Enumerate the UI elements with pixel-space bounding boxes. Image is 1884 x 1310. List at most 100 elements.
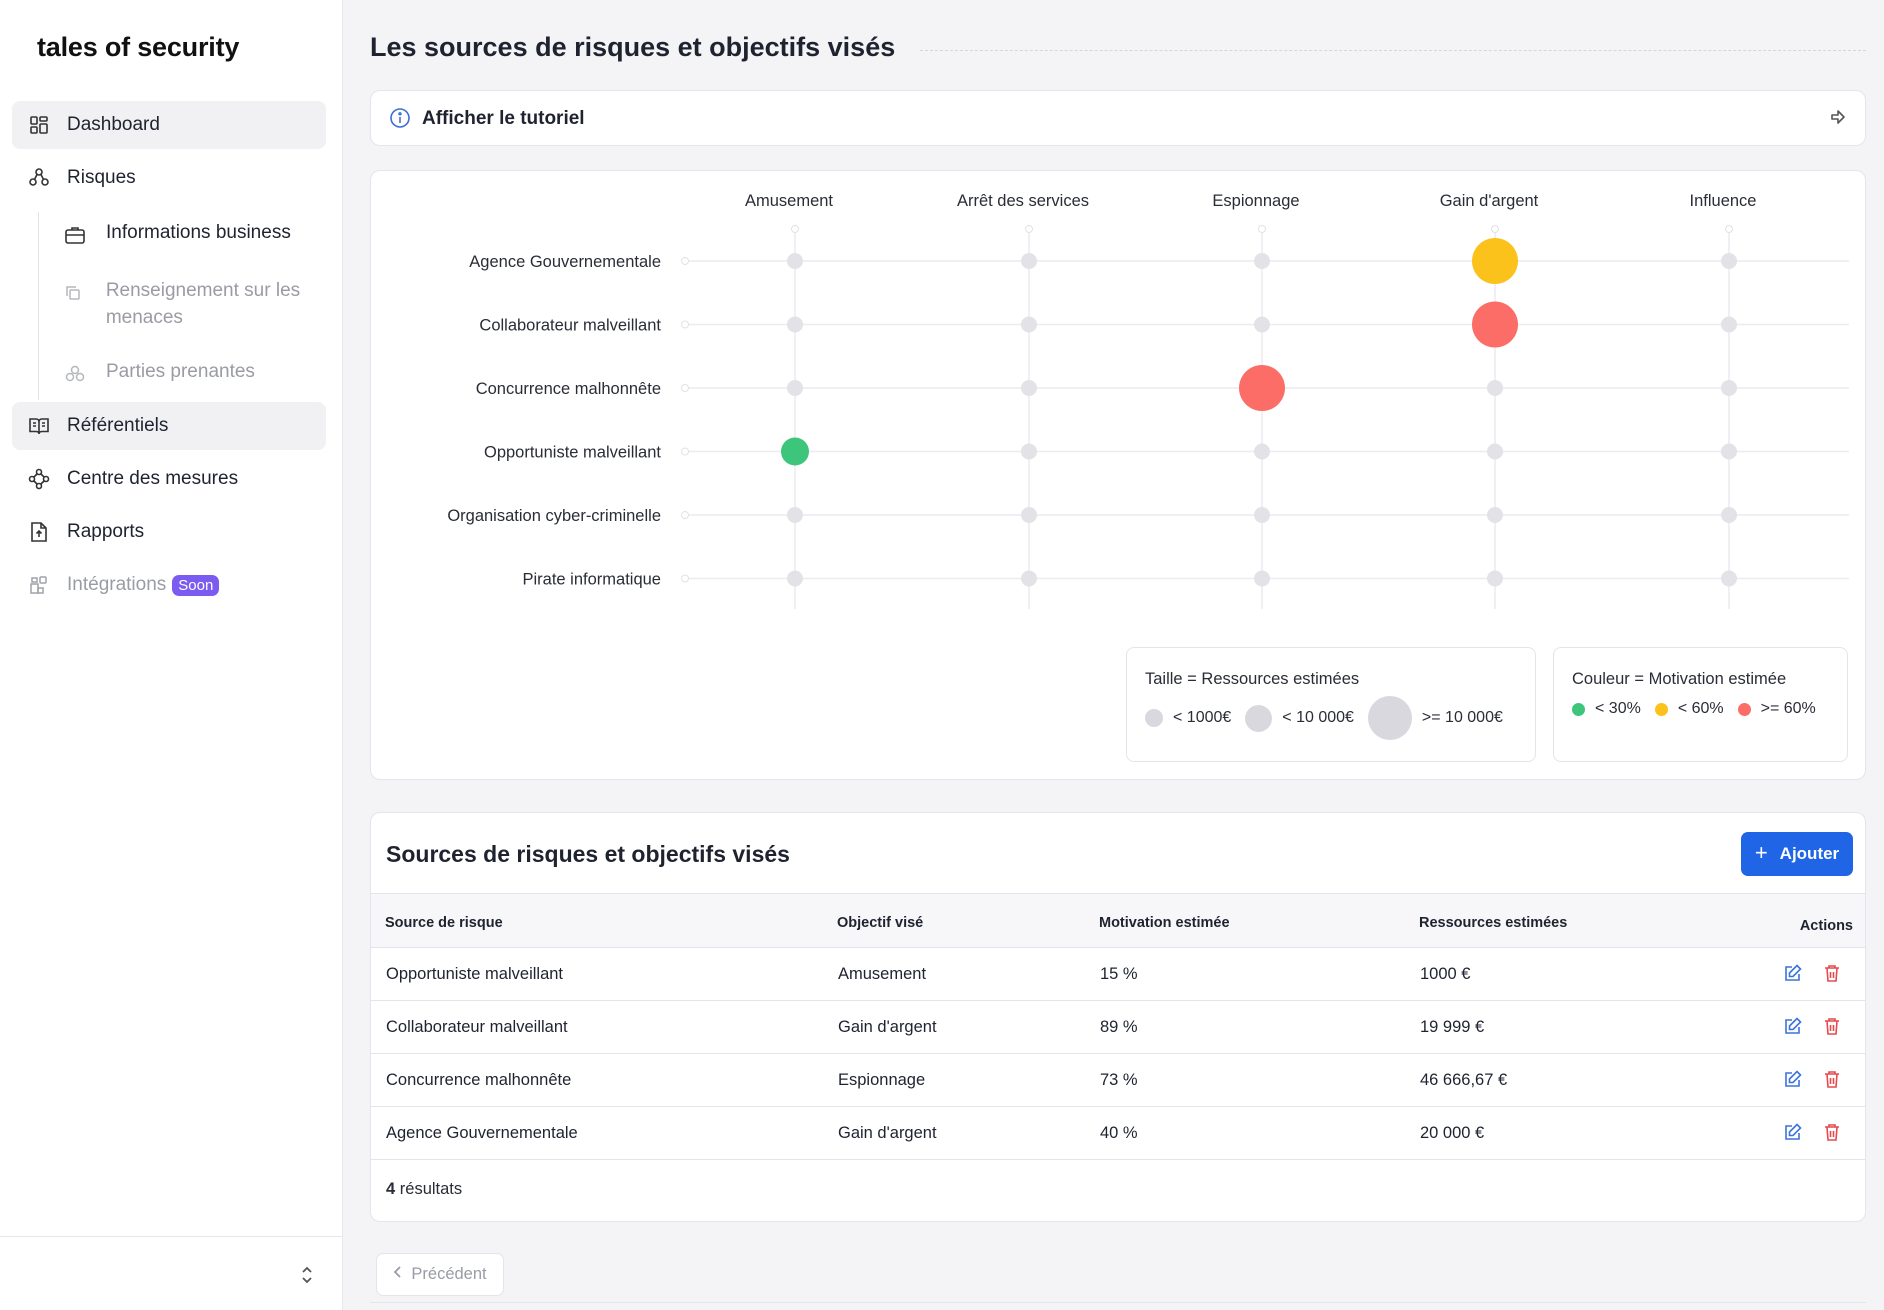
legend-color-title: Couleur = Motivation estimée xyxy=(1572,670,1787,688)
empty-cell-dot xyxy=(1721,316,1737,333)
add-button-label: Ajouter xyxy=(1779,844,1840,863)
row-anchor-dot xyxy=(681,574,689,583)
column-label: Gain d'argent xyxy=(1440,192,1539,210)
size-dot-medium xyxy=(1245,704,1273,732)
empty-cell-dot xyxy=(1021,570,1037,587)
cell-motivation: 40 % xyxy=(1100,1124,1138,1142)
row-label: Organisation cyber-criminelle xyxy=(447,507,661,525)
arrow-right-icon[interactable] xyxy=(1829,108,1847,131)
cell-resources: 20 000 € xyxy=(1420,1124,1485,1142)
copy-icon xyxy=(64,283,86,305)
app-logo[interactable]: tales of security xyxy=(37,32,240,62)
empty-cell-dot xyxy=(787,507,803,523)
results-count-number: 4 xyxy=(386,1180,396,1198)
sidebar-subitem-informations-business[interactable]: Informations business xyxy=(64,222,291,246)
trash-icon[interactable] xyxy=(1823,963,1841,988)
column-header: Ressources estimées xyxy=(1419,915,1568,931)
trash-icon[interactable] xyxy=(1823,1069,1841,1094)
risk-bubble xyxy=(781,437,809,466)
results-count: 4 résultats xyxy=(386,1180,462,1199)
sidebar-item-label: Risques xyxy=(67,167,136,188)
column-anchor-dot xyxy=(791,225,799,233)
table-header: Source de risque Objectif visé Motivatio… xyxy=(371,893,1865,948)
cell-objective: Gain d'argent xyxy=(838,1018,937,1036)
empty-cell-dot xyxy=(1721,570,1737,587)
sidebar-item-label: Centre des mesures xyxy=(67,468,239,489)
empty-cell-dot xyxy=(787,570,803,587)
cell-objective: Gain d'argent xyxy=(838,1124,937,1142)
empty-cell-dot xyxy=(1254,570,1270,587)
legend-size-label: < 10 000€ xyxy=(1282,709,1354,726)
risk-bubble xyxy=(1472,301,1518,348)
title-divider xyxy=(920,50,1866,51)
chevron-left-icon xyxy=(393,1265,403,1284)
column-anchor-dot xyxy=(1258,225,1266,233)
color-dot-mid xyxy=(1654,702,1668,716)
measures-icon xyxy=(28,468,50,490)
info-icon xyxy=(389,107,411,134)
expand-collapse-icon[interactable] xyxy=(300,1265,314,1290)
row-anchor-dot xyxy=(681,320,689,329)
table-row: Opportuniste malveillant Amusement 15 % … xyxy=(371,948,1865,1001)
row-label: Collaborateur malveillant xyxy=(479,317,661,335)
row-anchor-dot xyxy=(681,384,689,392)
edit-icon[interactable] xyxy=(1783,1069,1803,1094)
sidebar-item-label: Référentiels xyxy=(67,415,169,436)
column-label: Arrêt des services xyxy=(957,192,1089,210)
row-anchor-dot xyxy=(681,447,689,456)
trash-icon[interactable] xyxy=(1823,1016,1841,1041)
sidebar-item-risques[interactable]: Risques xyxy=(12,154,326,202)
sidebar-item-referentiels[interactable]: Référentiels xyxy=(12,402,326,450)
column-anchor-dot xyxy=(1491,225,1499,233)
page-title: Les sources de risques et objectifs visé… xyxy=(370,32,896,62)
cell-motivation: 15 % xyxy=(1100,965,1138,983)
sidebar-item-dashboard[interactable]: Dashboard xyxy=(12,101,326,149)
edit-icon[interactable] xyxy=(1783,963,1803,988)
sidebar-subitem-label: Informations business xyxy=(106,222,291,243)
book-icon xyxy=(28,415,50,437)
empty-cell-dot xyxy=(1021,443,1037,460)
legend-size-row: < 1000€ < 10 000€ >= 10 000€ xyxy=(1145,696,1517,740)
size-dot-small xyxy=(1145,709,1163,727)
color-dot-high xyxy=(1737,702,1751,716)
risk-bubble xyxy=(1239,365,1285,411)
report-icon xyxy=(28,521,50,543)
sidebar-subitem-renseignement[interactable]: Renseignement sur les menaces xyxy=(64,277,324,331)
empty-cell-dot xyxy=(1487,443,1503,460)
sidebar-item-centre-des-mesures[interactable]: Centre des mesures xyxy=(12,455,326,503)
color-dot-low xyxy=(1572,702,1585,716)
row-label: Agence Gouvernementale xyxy=(469,253,661,271)
column-header: Source de risque xyxy=(385,915,503,931)
empty-cell-dot xyxy=(1254,253,1270,269)
trash-icon[interactable] xyxy=(1823,1122,1841,1147)
empty-cell-dot xyxy=(1021,253,1037,269)
column-label: Influence xyxy=(1690,192,1757,210)
cell-source: Opportuniste malveillant xyxy=(386,965,564,983)
sidebar-subitem-parties-prenantes[interactable]: Parties prenantes xyxy=(64,361,255,385)
risk-matrix-card: Amusement Arrêt des services Espionnage Gai… xyxy=(370,170,1866,780)
cell-objective: Espionnage xyxy=(838,1071,926,1089)
edit-icon[interactable] xyxy=(1783,1016,1803,1041)
cell-resources: 1000 € xyxy=(1420,965,1471,983)
empty-cell-dot xyxy=(1487,380,1503,396)
edit-icon[interactable] xyxy=(1783,1122,1803,1147)
legend-color-label: < 30% xyxy=(1595,700,1641,717)
column-label: Espionnage xyxy=(1212,192,1299,210)
sidebar-item-rapports[interactable]: Rapports xyxy=(12,508,326,556)
tutorial-bar[interactable]: Afficher le tutoriel xyxy=(370,90,1866,146)
row-label: Concurrence malhonnête xyxy=(476,380,661,398)
legend-size: Taille = Ressources estimées < 1000€ < 1… xyxy=(1126,647,1536,762)
integrations-icon xyxy=(28,574,50,596)
add-button[interactable]: + Ajouter xyxy=(1741,832,1853,876)
cell-source: Agence Gouvernementale xyxy=(386,1124,578,1142)
previous-page-button[interactable]: Précédent xyxy=(376,1253,504,1296)
column-anchor-dot xyxy=(1025,225,1033,233)
table-row: Concurrence malhonnête Espionnage 73 % 4… xyxy=(371,1054,1865,1107)
sidebar-item-integrations[interactable]: Intégrations Soon xyxy=(12,561,326,609)
sources-table-card: Sources de risques et objectifs visés + … xyxy=(370,812,1866,1222)
empty-cell-dot xyxy=(787,253,803,269)
sidebar-subitem-label: Renseignement sur les menaces xyxy=(105,280,301,328)
column-label: Amusement xyxy=(745,192,833,210)
sidebar-subitem-label: Parties prenantes xyxy=(106,361,255,382)
empty-cell-dot xyxy=(1487,570,1503,587)
